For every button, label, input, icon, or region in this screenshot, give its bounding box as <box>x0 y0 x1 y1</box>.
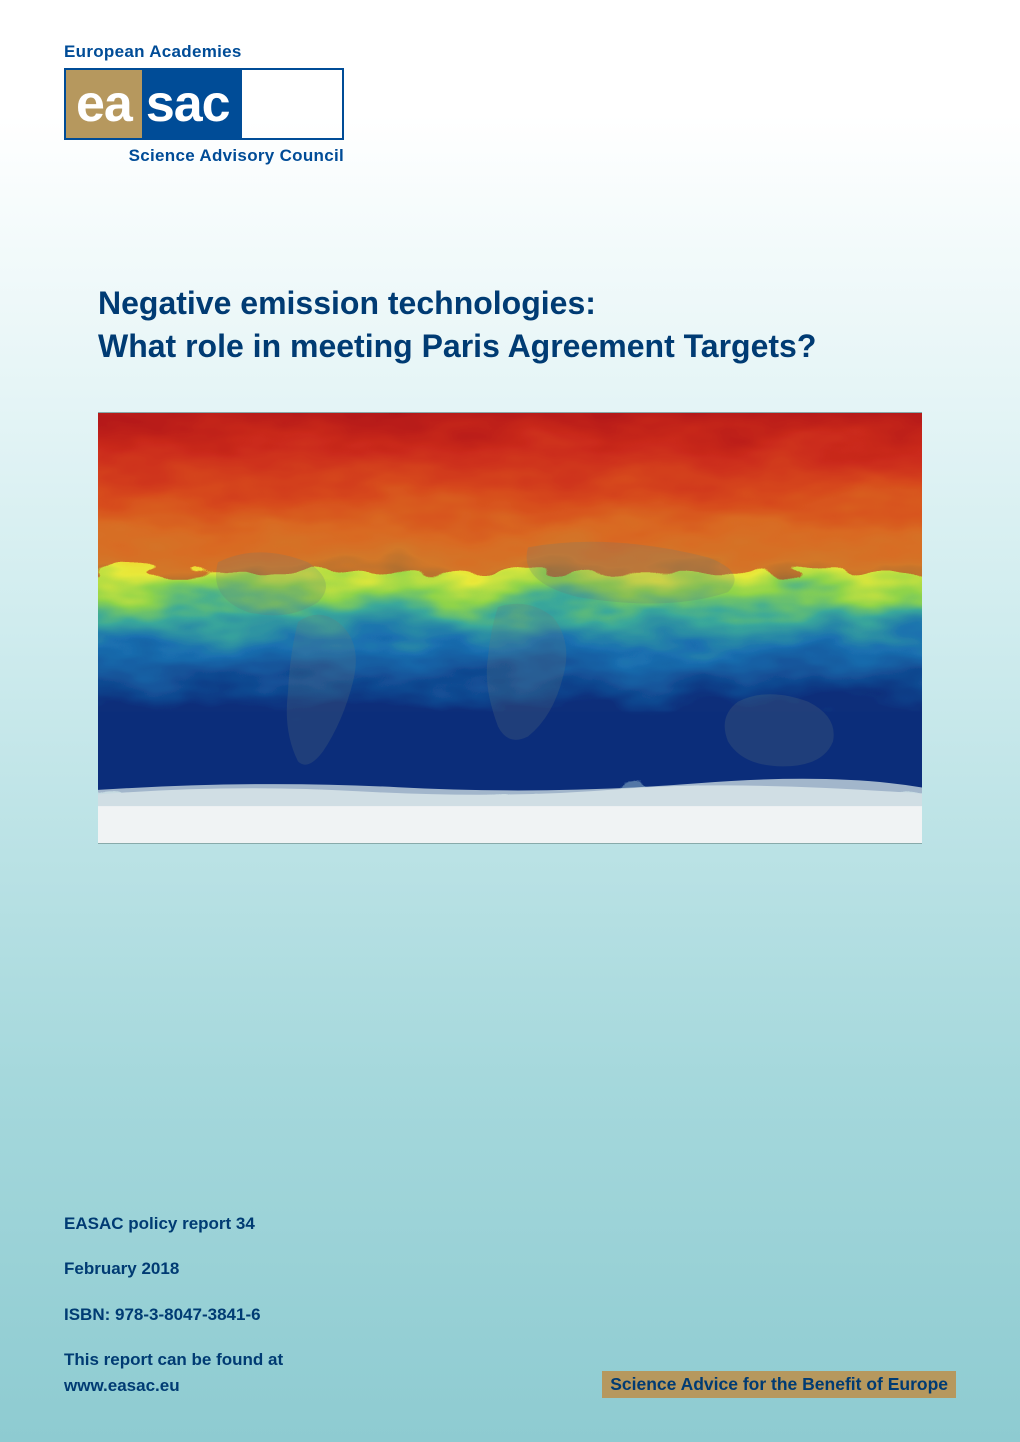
tagline-container: Science Advice for the Benefit of Europe <box>602 1371 956 1398</box>
thermal-world-map-icon <box>98 413 922 843</box>
logo-left-text: ea <box>66 70 142 138</box>
tagline: Science Advice for the Benefit of Europe <box>602 1371 956 1398</box>
logo-box: ea sac <box>64 68 344 140</box>
report-title: Negative emission technologies: What rol… <box>98 282 816 368</box>
report-url: This report can be found at www.easac.eu <box>64 1347 283 1398</box>
report-date: February 2018 <box>64 1256 283 1282</box>
report-metadata: EASAC policy report 34 February 2018 ISB… <box>64 1211 283 1399</box>
logo-bottom-text: Science Advisory Council <box>64 146 344 166</box>
easac-logo: European Academies ea sac Science Adviso… <box>64 42 344 166</box>
title-line-2: What role in meeting Paris Agreement Tar… <box>98 325 816 368</box>
logo-top-text: European Academies <box>64 42 344 62</box>
logo-right-text: sac <box>142 70 242 138</box>
report-isbn: ISBN: 978-3-8047-3841-6 <box>64 1302 283 1328</box>
title-line-1: Negative emission technologies: <box>98 282 816 325</box>
policy-report-number: EASAC policy report 34 <box>64 1211 283 1237</box>
hero-image <box>98 412 922 844</box>
found-at-url: www.easac.eu <box>64 1376 180 1395</box>
found-at-label: This report can be found at <box>64 1350 283 1369</box>
